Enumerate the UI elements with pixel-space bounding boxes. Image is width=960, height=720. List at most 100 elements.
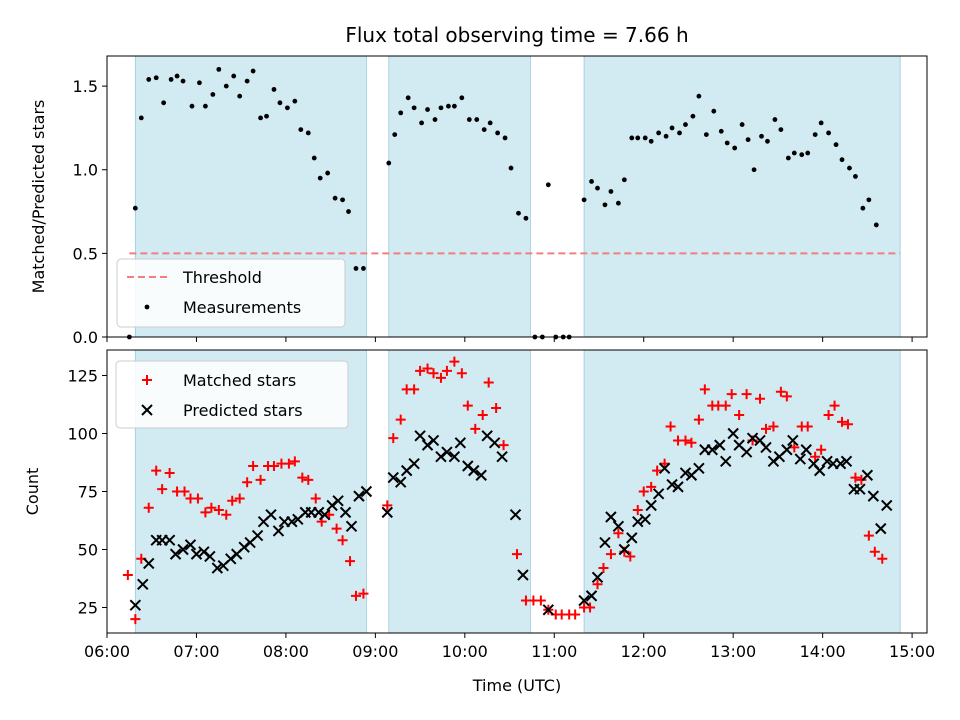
data-point	[474, 117, 480, 122]
data-point	[632, 515, 644, 528]
data-point	[629, 135, 635, 141]
data-point	[516, 210, 521, 216]
x-tick-label: 15:00	[889, 642, 935, 661]
data-point	[850, 472, 861, 483]
data-point	[794, 453, 806, 465]
data-point	[345, 520, 358, 533]
data-point	[177, 543, 189, 556]
data-point	[618, 543, 631, 556]
data-point	[642, 135, 648, 141]
data-point	[502, 135, 508, 141]
data-point	[873, 222, 879, 228]
data-point	[132, 205, 138, 211]
data-point	[138, 115, 144, 121]
data-point	[625, 551, 636, 562]
legend-predicted-swatch	[141, 404, 153, 416]
data-point	[759, 133, 764, 139]
data-point	[122, 570, 133, 581]
data-point	[340, 197, 345, 203]
data-point	[216, 66, 222, 72]
data-point	[652, 488, 665, 500]
data-point	[672, 481, 684, 493]
data-point	[508, 165, 514, 171]
observing-window	[388, 349, 531, 634]
data-point	[602, 202, 608, 208]
legend-measurements-swatch	[144, 304, 150, 310]
data-point	[425, 107, 430, 112]
data-point	[613, 528, 624, 539]
data-point	[174, 73, 180, 79]
data-point	[826, 130, 831, 136]
data-point	[714, 439, 726, 451]
data-point	[591, 571, 604, 584]
data-point	[192, 493, 203, 504]
x-tick-label: 09:00	[352, 642, 398, 661]
data-point	[816, 444, 827, 455]
data-point	[332, 195, 338, 201]
data-point	[523, 215, 529, 221]
x-axis-label: Time (UTC)	[472, 676, 561, 695]
ratio-panel: Flux total observing time = 7.66 h 0.0 0.…	[29, 23, 928, 347]
data-point	[570, 609, 581, 620]
data-point	[398, 110, 404, 116]
data-point	[517, 569, 529, 581]
data-point	[179, 486, 190, 497]
data-point	[720, 400, 731, 411]
data-point	[451, 103, 457, 109]
data-point	[143, 502, 154, 513]
data-point	[446, 103, 451, 109]
data-point	[197, 80, 202, 86]
data-point	[248, 460, 259, 471]
data-point	[361, 266, 366, 271]
data-point	[190, 548, 203, 560]
data-point	[449, 356, 460, 367]
data-point	[686, 437, 697, 448]
chart-title: Flux total observing time = 7.66 h	[345, 23, 688, 47]
data-point	[703, 132, 709, 138]
data-point	[732, 145, 738, 151]
data-point	[427, 434, 440, 447]
data-point	[545, 182, 551, 188]
y-tick-label: 1.5	[73, 77, 98, 96]
data-point	[317, 175, 323, 181]
legend-matched-swatch	[142, 375, 152, 385]
data-point	[802, 421, 813, 432]
data-point	[395, 476, 407, 488]
data-point	[441, 446, 453, 458]
data-point	[589, 179, 594, 184]
data-point	[395, 414, 406, 425]
data-point	[690, 113, 696, 119]
data-point	[840, 455, 853, 468]
data-point	[648, 138, 654, 144]
data-point	[599, 536, 611, 549]
data-point	[346, 209, 351, 214]
data-point	[881, 499, 893, 512]
data-point	[405, 95, 411, 101]
data-point	[658, 462, 671, 475]
data-point	[459, 95, 465, 101]
data-point	[298, 127, 304, 132]
data-point	[200, 507, 211, 518]
data-point	[813, 464, 826, 477]
legend-box	[115, 360, 349, 429]
data-point	[415, 365, 426, 376]
data-point	[414, 430, 426, 442]
data-point	[605, 511, 617, 523]
data-point	[265, 508, 277, 521]
data-point	[833, 142, 839, 148]
data-point	[203, 103, 208, 109]
data-point	[409, 384, 420, 395]
y-tick-label: 100	[67, 425, 98, 444]
data-point	[339, 506, 352, 519]
data-point	[680, 435, 691, 446]
data-point	[353, 490, 365, 502]
data-point	[438, 105, 444, 111]
y-tick-label: 0.0	[73, 328, 98, 347]
data-point	[310, 493, 321, 504]
data-point	[718, 128, 724, 134]
y-axis-label: Matched/Predicted stars	[29, 100, 48, 294]
data-point	[498, 440, 509, 451]
legend-label: Measurements	[183, 298, 301, 317]
data-point	[746, 432, 759, 444]
data-point	[483, 377, 494, 388]
